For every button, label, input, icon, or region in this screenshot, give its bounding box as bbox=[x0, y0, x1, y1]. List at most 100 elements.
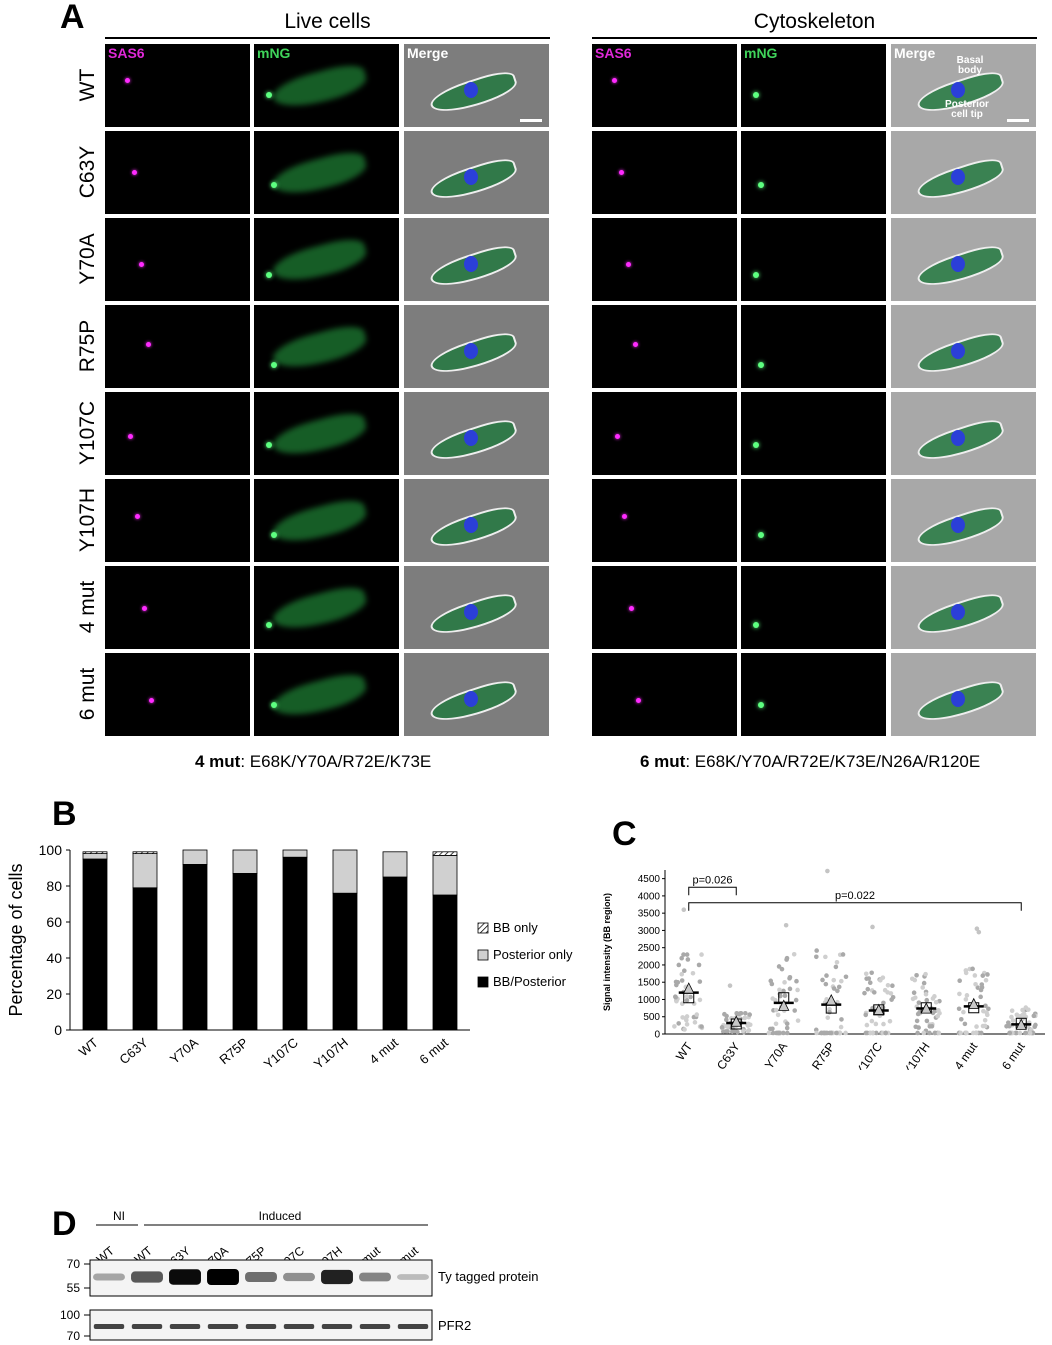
data-point bbox=[923, 991, 929, 997]
data-point bbox=[773, 1021, 779, 1027]
nucleus bbox=[464, 256, 478, 272]
merge-tile: Merge bbox=[891, 44, 1036, 127]
mng-tile bbox=[741, 131, 886, 214]
data-point bbox=[1026, 1007, 1031, 1012]
data-point bbox=[975, 985, 981, 990]
data-point bbox=[834, 1030, 839, 1036]
sas6-tile bbox=[105, 392, 250, 475]
pfr2-band bbox=[207, 1324, 239, 1329]
data-point bbox=[822, 1030, 827, 1036]
legend-label: BB/Posterior bbox=[493, 974, 567, 989]
mng-posterior-spot bbox=[758, 702, 764, 708]
nucleus bbox=[464, 82, 478, 98]
mng-posterior-spot bbox=[753, 272, 759, 278]
y-tick-label: 1500 bbox=[638, 978, 661, 989]
sas6-tile: SAS6 bbox=[105, 44, 250, 127]
live-cells-rule bbox=[105, 37, 550, 39]
data-point bbox=[836, 984, 842, 990]
data-point bbox=[915, 1011, 921, 1017]
data-point bbox=[930, 996, 936, 1001]
cytoskeleton-rule bbox=[592, 37, 1037, 39]
bar-segment bbox=[82, 851, 108, 854]
x-tick-label: Y107C bbox=[261, 1035, 301, 1070]
data-point bbox=[985, 1012, 990, 1018]
mng-tile bbox=[254, 392, 399, 475]
mng-posterior-spot bbox=[266, 272, 272, 278]
row-label-y107c: Y107C bbox=[76, 400, 99, 466]
data-point bbox=[839, 978, 844, 984]
caption-6mut-bold: 6 mut bbox=[640, 752, 686, 771]
data-point bbox=[864, 1022, 870, 1028]
ty-band bbox=[207, 1269, 239, 1285]
data-point bbox=[690, 970, 696, 976]
nucleus bbox=[951, 256, 965, 272]
mng-cell-body bbox=[269, 582, 370, 636]
data-point bbox=[935, 1013, 940, 1019]
data-point bbox=[776, 1030, 781, 1036]
pfr2-band bbox=[131, 1324, 163, 1329]
data-point bbox=[743, 1010, 748, 1016]
nucleus bbox=[464, 343, 478, 359]
data-point bbox=[785, 1030, 790, 1036]
data-point bbox=[722, 1011, 727, 1017]
mng-cell-body bbox=[269, 408, 370, 462]
y-tick-label: 3500 bbox=[638, 909, 661, 920]
data-point bbox=[818, 1030, 824, 1036]
data-point bbox=[746, 1028, 752, 1033]
x-tick-label: C63Y bbox=[116, 1035, 151, 1068]
marker-label: 70 bbox=[67, 1257, 81, 1271]
significance-bracket bbox=[688, 886, 737, 896]
data-point bbox=[839, 1017, 844, 1022]
nucleus bbox=[951, 430, 965, 446]
ty-band bbox=[283, 1272, 315, 1282]
outlier-point bbox=[783, 922, 789, 928]
data-point bbox=[787, 986, 793, 992]
data-point bbox=[782, 993, 788, 998]
sas6-spot bbox=[626, 262, 631, 267]
sas6-spot bbox=[636, 698, 641, 703]
pfr2-band bbox=[245, 1324, 277, 1329]
data-point bbox=[681, 952, 686, 957]
sas6-spot bbox=[128, 434, 133, 439]
merge-tile bbox=[404, 653, 549, 736]
bar-segment bbox=[282, 856, 308, 1031]
data-point bbox=[833, 964, 839, 970]
y-tick-label: 2000 bbox=[638, 960, 661, 971]
data-point bbox=[692, 1020, 698, 1025]
merge-tile bbox=[891, 653, 1036, 736]
data-point bbox=[694, 1012, 700, 1017]
outlier-point bbox=[825, 868, 830, 874]
data-point bbox=[974, 1024, 979, 1029]
y-tick-label: 4000 bbox=[638, 891, 661, 902]
sas6-tile bbox=[592, 653, 737, 736]
mng-cell-body bbox=[269, 234, 370, 288]
outlier-point bbox=[681, 907, 687, 913]
bar-segment bbox=[132, 851, 158, 854]
x-tick-label: Y107H bbox=[311, 1035, 351, 1070]
data-point bbox=[688, 994, 693, 1000]
mng-posterior-spot bbox=[271, 532, 277, 538]
bar-segment bbox=[332, 892, 358, 1031]
panel-d-letter: D bbox=[52, 1205, 77, 1243]
replicate-triangle bbox=[778, 999, 790, 1011]
x-tick-label: 6 mut bbox=[416, 1035, 451, 1068]
data-point bbox=[864, 1030, 870, 1036]
group-label-ni: NI bbox=[113, 1209, 125, 1223]
panel-b-letter: B bbox=[52, 795, 77, 833]
y-tick-label: 500 bbox=[643, 1012, 660, 1023]
ty-blot-label: Ty tagged protein bbox=[438, 1269, 538, 1284]
ty-band bbox=[93, 1273, 125, 1281]
pfr2-band bbox=[283, 1324, 315, 1329]
data-point bbox=[885, 982, 891, 988]
data-point bbox=[914, 972, 919, 978]
outlier-point bbox=[976, 929, 982, 935]
x-tick-label: Y107H bbox=[900, 1040, 933, 1070]
merge-tile: Merge bbox=[404, 44, 549, 127]
data-point bbox=[1013, 1030, 1018, 1036]
data-point bbox=[776, 964, 782, 969]
merge-tile bbox=[404, 131, 549, 214]
merge-tile bbox=[891, 131, 1036, 214]
data-point bbox=[914, 1018, 920, 1024]
data-point bbox=[982, 1017, 988, 1023]
row-label-6-mut: 6 mut bbox=[76, 667, 99, 721]
